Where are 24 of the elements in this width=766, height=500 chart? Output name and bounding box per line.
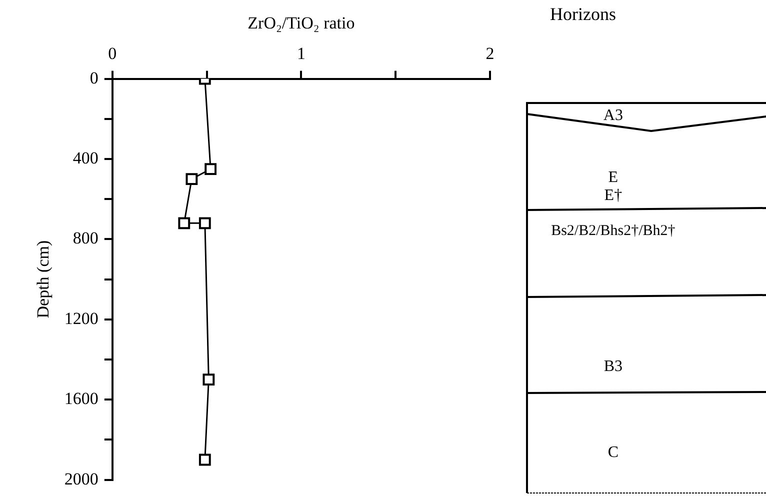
point bbox=[198, 217, 211, 230]
point bbox=[204, 163, 217, 175]
x-tick-label: 2 bbox=[486, 44, 494, 64]
point bbox=[186, 173, 198, 185]
text: B3 bbox=[602, 358, 624, 376]
x-tick-label: 0 bbox=[108, 44, 117, 64]
x-axis-title: ZrO₂/TiO₂ ratio bbox=[248, 14, 355, 33]
y-axis-title: Depth (cm) bbox=[34, 240, 53, 318]
y-tick-label: 0 bbox=[90, 68, 98, 88]
text: A3 bbox=[602, 106, 624, 125]
y-tick-label: 2000 bbox=[64, 469, 98, 488]
point bbox=[178, 217, 190, 230]
point bbox=[202, 374, 215, 386]
text: E† bbox=[603, 186, 624, 205]
point bbox=[198, 454, 211, 466]
y-tick-label: 400 bbox=[72, 148, 98, 168]
text: C bbox=[606, 444, 620, 462]
text: Horizons bbox=[550, 4, 616, 25]
y-tick-label: 1600 bbox=[64, 389, 98, 408]
y-tick-label: 800 bbox=[72, 228, 98, 248]
x-tick-label: 1 bbox=[296, 44, 306, 64]
y-tick-label: 1200 bbox=[64, 308, 98, 328]
text: Bs2/B2/Bhs2†/Bh2† bbox=[550, 222, 676, 240]
text: E bbox=[607, 169, 620, 187]
